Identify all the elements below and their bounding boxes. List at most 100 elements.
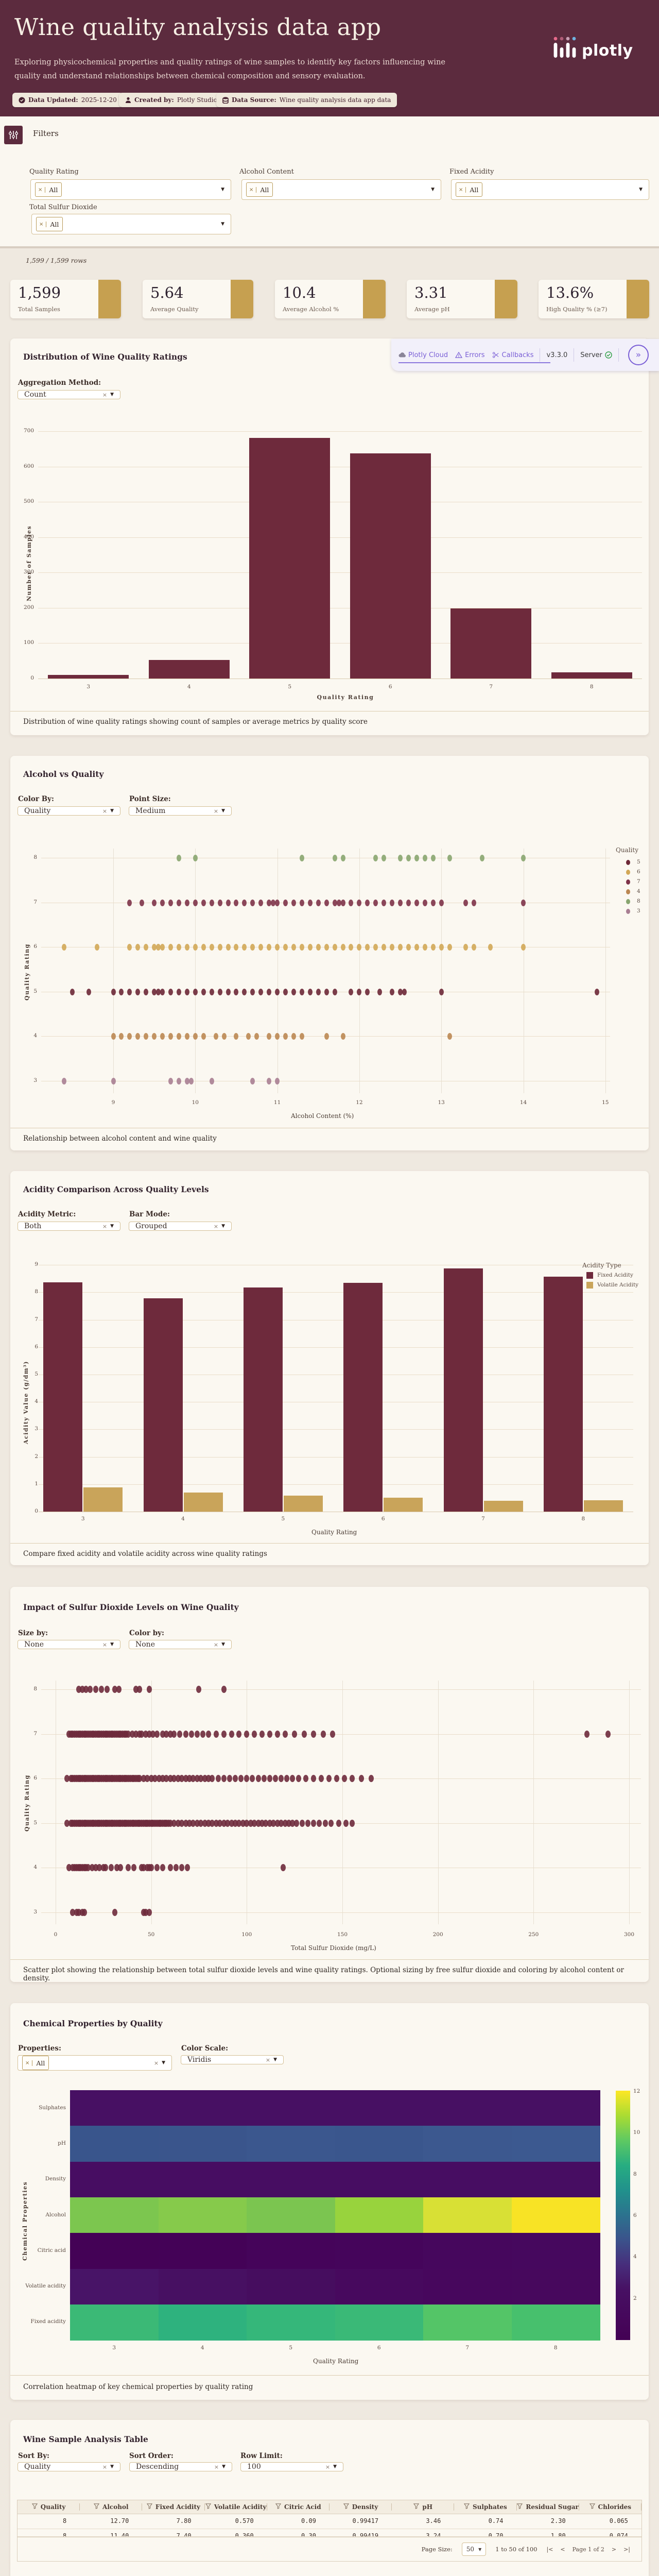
row-limit-select[interactable]: 100 × ▼ (240, 2462, 343, 2471)
column-header[interactable]: Citric Acid (267, 2500, 330, 2514)
server-status: Server (580, 351, 612, 359)
column-header[interactable]: Sulphates (454, 2500, 517, 2514)
scatter-point (141, 1864, 146, 1871)
clear-icon[interactable]: × (325, 2463, 331, 2470)
legend-label[interactable]: 8 (637, 898, 640, 904)
chevron-down-icon[interactable]: ▼ (333, 2464, 337, 2469)
fixed-acidity-filter[interactable]: × All ▼ (451, 179, 649, 200)
alcohol-content-filter[interactable]: × All ▼ (241, 179, 441, 200)
scatter-point (233, 1820, 238, 1827)
card-title: Alcohol vs Quality (23, 769, 104, 779)
clear-icon[interactable]: × (213, 1223, 219, 1230)
chevron-down-icon[interactable]: ▼ (110, 1642, 114, 1647)
remove-tag-icon[interactable]: × (36, 187, 46, 193)
prev-page-button[interactable]: < (560, 2546, 565, 2553)
bar-mode-select[interactable]: Grouped × ▼ (129, 1222, 232, 1231)
errors-link[interactable]: Errors (455, 351, 485, 359)
clear-icon[interactable]: × (102, 1223, 108, 1230)
column-header[interactable]: Alcohol (80, 2500, 143, 2514)
y-tick-label: 6 (33, 943, 37, 950)
next-page-button[interactable]: > (611, 2546, 617, 2553)
chevron-down-icon[interactable]: ▼ (221, 222, 224, 227)
column-header[interactable]: Quality (18, 2500, 80, 2514)
legend-label[interactable]: Fixed Acidity (597, 1272, 633, 1278)
legend-label[interactable]: 4 (637, 888, 640, 894)
column-header[interactable]: Residual Sugar (517, 2500, 579, 2514)
point-size-select[interactable]: Medium × ▼ (129, 806, 232, 816)
filter-icon[interactable] (343, 2503, 349, 2511)
filter-icon[interactable] (517, 2503, 523, 2511)
table-row[interactable]: 8 11.40 7.40 0.360 0.30 0.99419 3.24 0.70 1.80 0.… (18, 2529, 641, 2537)
chevron-down-icon[interactable]: ▼ (222, 2464, 226, 2469)
filter-icon[interactable] (275, 2503, 282, 2511)
page-size-select[interactable]: 50 ▼ (461, 2543, 487, 2556)
color-by-select[interactable]: None × ▼ (129, 1640, 232, 1649)
table-row[interactable]: 8 12.70 7.80 0.570 0.09 0.99417 3.46 0.74 2.30 0.… (18, 2514, 641, 2529)
remove-tag-icon[interactable]: × (247, 187, 257, 193)
chevron-down-icon[interactable]: ▼ (221, 808, 225, 814)
legend-label[interactable]: 6 (637, 869, 640, 875)
chevron-down-icon[interactable]: ▼ (110, 1224, 114, 1229)
clear-icon[interactable]: × (102, 807, 108, 815)
legend-label[interactable]: 5 (637, 859, 640, 865)
legend-label[interactable]: 7 (637, 878, 640, 885)
column-header[interactable]: Fixed Acidity (142, 2500, 205, 2514)
sort-by-select[interactable]: Quality × ▼ (18, 2462, 120, 2471)
clear-icon[interactable]: × (102, 2463, 108, 2470)
color-scale-select[interactable]: Viridis × ▼ (181, 2055, 284, 2064)
filter-icon[interactable] (463, 2503, 470, 2511)
column-header[interactable]: Density (330, 2500, 392, 2514)
chevron-down-icon[interactable]: ▼ (110, 392, 114, 397)
chevron-down-icon[interactable]: ▼ (162, 2060, 165, 2065)
clear-icon[interactable]: × (265, 2056, 271, 2063)
remove-tag-icon[interactable]: × (37, 221, 47, 227)
remove-tag-icon[interactable]: × (23, 2060, 33, 2066)
filter-icon[interactable] (93, 2503, 100, 2511)
total-sulfur-dioxide-filter[interactable]: × All ▼ (31, 214, 231, 234)
plotly-cloud-link[interactable]: Plotly Cloud (398, 351, 448, 359)
clear-icon[interactable]: × (214, 2463, 219, 2470)
chevron-down-icon[interactable]: ▼ (221, 1642, 225, 1647)
clear-icon[interactable]: × (153, 2059, 159, 2066)
filter-label-alcohol-content: Alcohol Content (239, 168, 294, 176)
filter-icon[interactable] (413, 2503, 420, 2511)
clear-icon[interactable]: × (102, 1641, 108, 1648)
acidity-metric-select[interactable]: Both × ▼ (18, 1222, 120, 1231)
legend-label[interactable]: 3 (637, 908, 640, 914)
chevron-down-icon[interactable]: ▼ (110, 2464, 114, 2469)
chart-caption: Compare fixed acidity and volatile acidi… (23, 1550, 267, 1558)
filter-icon[interactable] (146, 2503, 153, 2511)
chevron-down-icon[interactable]: ▼ (221, 187, 224, 192)
chevron-down-icon[interactable]: ▼ (431, 187, 435, 192)
scatter-point (81, 1909, 87, 1916)
clear-icon[interactable]: × (102, 391, 108, 398)
remove-tag-icon[interactable]: × (456, 187, 466, 193)
last-page-button[interactable]: >| (623, 2546, 630, 2553)
filter-icon[interactable] (31, 2503, 38, 2511)
chevron-down-icon[interactable]: ▼ (110, 808, 114, 814)
filter-icon[interactable] (205, 2503, 211, 2511)
properties-select[interactable]: × All × ▼ (18, 2055, 172, 2071)
filter-icon[interactable] (589, 2503, 595, 2511)
clear-icon[interactable]: × (213, 1641, 219, 1648)
chevron-down-icon[interactable]: ▼ (639, 187, 643, 192)
quality-rating-filter[interactable]: × All ▼ (30, 179, 231, 200)
first-page-button[interactable]: |< (546, 2546, 553, 2553)
scatter-point (152, 1775, 158, 1782)
toolbar-expand-button[interactable]: » (628, 345, 649, 365)
chevron-down-icon[interactable]: ▼ (221, 1224, 225, 1229)
callbacks-link[interactable]: Callbacks (492, 351, 533, 359)
column-header[interactable]: Volatile Acidity (205, 2500, 267, 2514)
column-header[interactable]: pH (392, 2500, 455, 2514)
size-by-select[interactable]: None × ▼ (18, 1640, 120, 1649)
color-by-select[interactable]: Quality × ▼ (18, 806, 120, 816)
aggregation-method-select[interactable]: Count × ▼ (18, 390, 120, 399)
legend-label[interactable]: Volatile Acidity (597, 1282, 639, 1288)
scatter-point (242, 943, 247, 951)
clear-icon[interactable]: × (213, 807, 219, 815)
column-header[interactable]: Chlorides (579, 2500, 641, 2514)
x-axis-title: Quality Rating (313, 2358, 359, 2365)
sort-order-select[interactable]: Descending × ▼ (129, 2462, 232, 2471)
scatter-point (286, 1820, 292, 1827)
chevron-down-icon[interactable]: ▼ (273, 2057, 277, 2062)
